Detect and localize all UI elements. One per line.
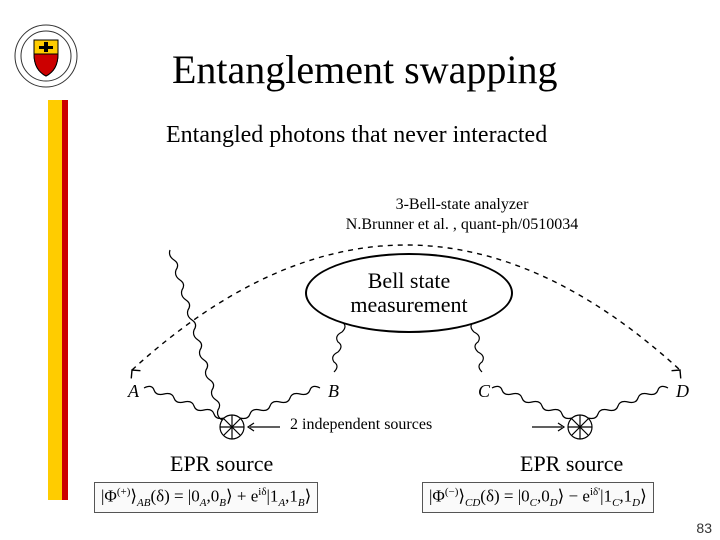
analyzer-caption: 3-Bell-state analyzer N.Brunner et al. ,… [312,195,612,235]
photon-rightstar-C [492,386,572,418]
slide-title: Entanglement swapping [172,46,557,93]
equation-left: |Φ(+)⟩AB(δ) = |0A,0B⟩ + eiδ|1A,1B⟩ [94,482,318,513]
photon-leftstar-B [240,386,320,418]
equation-right: |Φ(−)⟩CD(δ) = |0C,0D⟩ − eiδ'|1C,1D⟩ [422,482,654,513]
sources-label: 2 independent sources [290,416,432,434]
sidebar-yellow-bar [48,100,62,500]
analyzer-line1: 3-Bell-state analyzer [396,196,529,213]
slide-subtitle: Entangled photons that never interacted [166,122,547,149]
node-label-C: C [478,381,490,402]
bell-line1: Bell state [368,268,450,293]
epr-star-right [568,415,592,439]
epr-star-left [220,415,244,439]
node-label-B: B [328,381,339,402]
epr-source-right-label: EPR source [520,451,623,477]
epr-source-left-label: EPR source [170,451,273,477]
node-label-A: A [128,381,139,402]
node-label-D: D [676,381,689,402]
page-number: 83 [696,520,712,536]
sidebar-red-bar [62,100,68,500]
bell-line2: measurement [350,292,467,317]
photon-B-ellipse [333,322,345,372]
entanglement-diagram: 3-Bell-state analyzer N.Brunner et al. ,… [90,160,700,520]
bell-measurement-ellipse: Bell state measurement [305,253,513,333]
analyzer-line2: N.Brunner et al. , quant-ph/0510034 [346,216,578,233]
photon-leftstar-A [170,250,223,420]
photon-rightstar-D [588,386,668,418]
university-logo [14,24,78,88]
photon-C-ellipse [471,322,483,372]
